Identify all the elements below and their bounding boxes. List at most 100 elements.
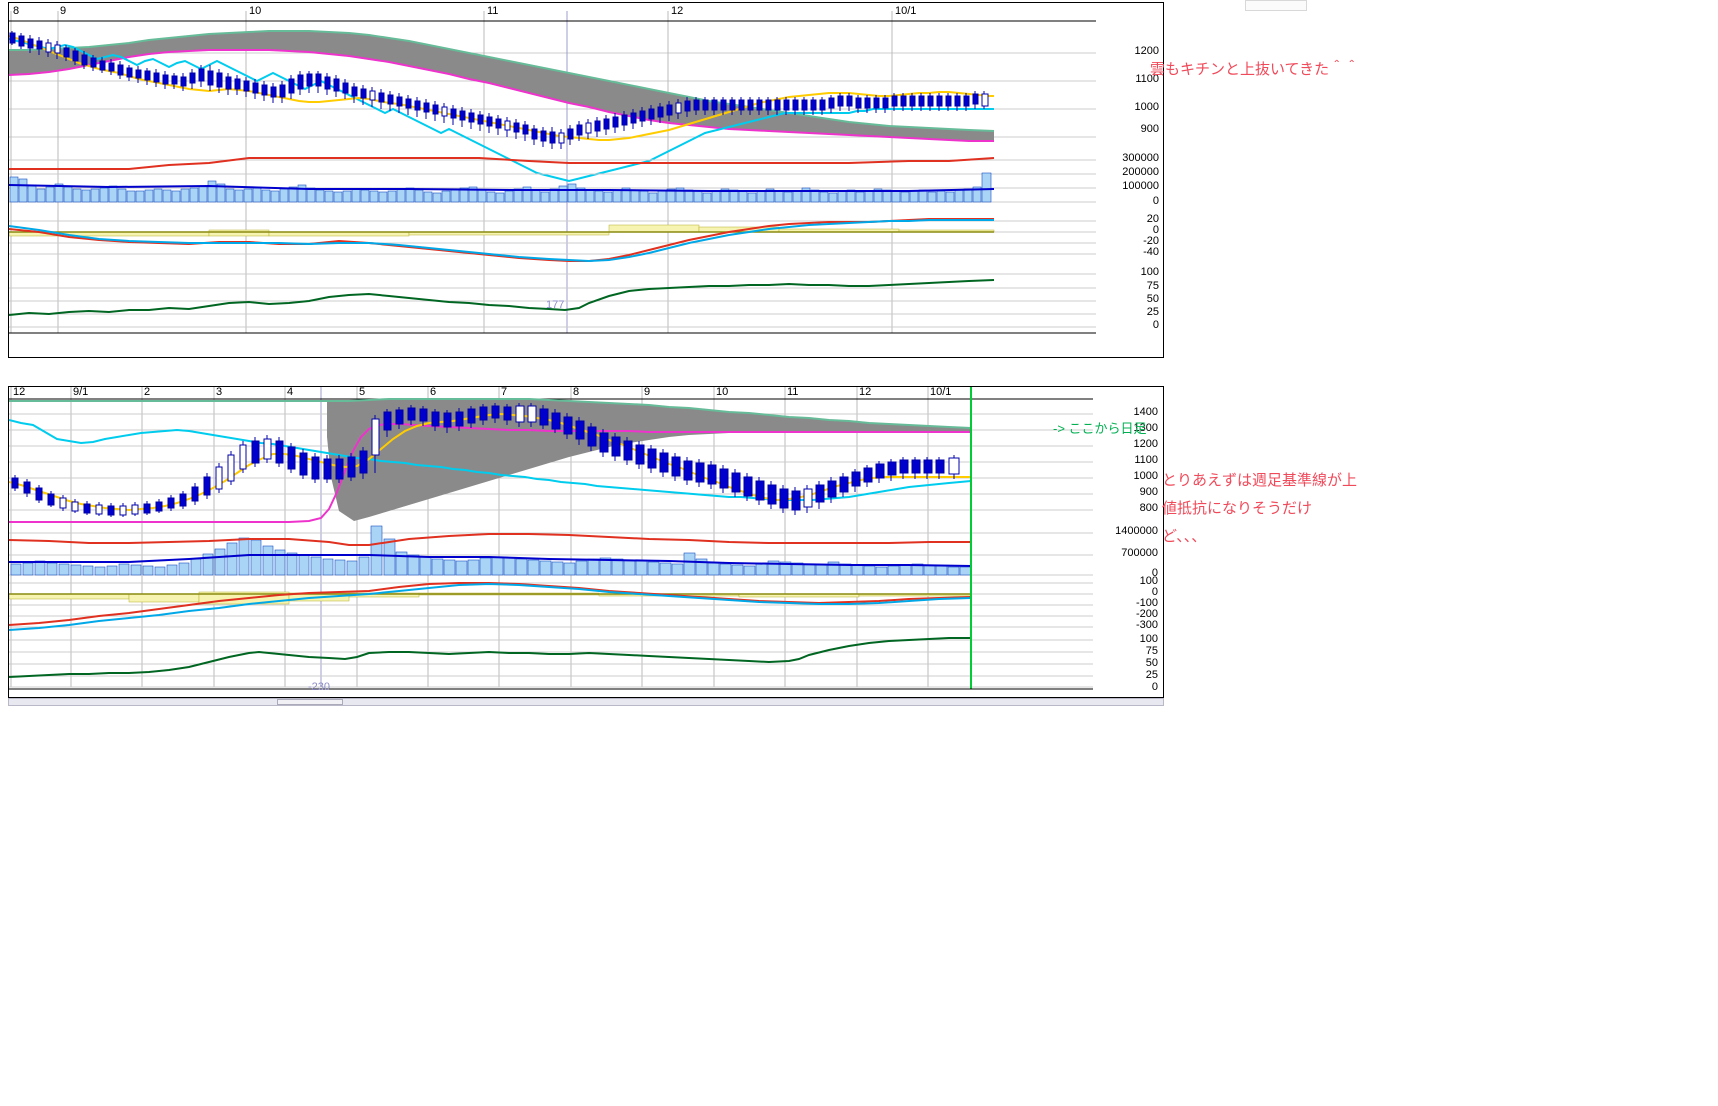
weekly-xlabel-1: 9/1 (73, 386, 89, 398)
daily-rsi-label-1: 75 (1146, 280, 1159, 292)
daily-macd-panel (9, 218, 1096, 263)
weekly-rsi-label-1: 75 (1145, 645, 1158, 657)
daily-volume-label-2: 100000 (1122, 180, 1159, 192)
weekly-volume-label-1: 700000 (1121, 547, 1158, 559)
weekly-rsi-label-4: 0 (1151, 681, 1158, 693)
weekly-rsi-line (9, 637, 971, 678)
weekly-candles (11, 403, 960, 517)
daily-plot-svg (9, 3, 1096, 357)
weekly-price-label-0: 1400 (1133, 406, 1158, 418)
weekly-macd-label-0: 100 (1139, 575, 1158, 587)
weekly-xlabel-0: 12 (13, 386, 26, 398)
daily-xlabel-3: 11 (487, 5, 499, 17)
weekly-tenkan-line (9, 412, 971, 512)
daily-plot-area[interactable] (9, 3, 1096, 357)
daily-senkou-b (9, 30, 995, 132)
weekly-macd-label-4: -300 (1135, 619, 1158, 631)
weekly-plot-area[interactable] (9, 387, 1093, 697)
daily-xlabel-0: 8 (13, 5, 20, 17)
weekly-rsi-panel (9, 637, 1093, 688)
daily-annotation: 雲もキチンと上抜いてきた＾＾ (1150, 61, 1360, 78)
weekly-rsi-label-2: 50 (1145, 657, 1158, 669)
weekly-x-axis: 12 9/1 2 3 4 5 6 7 8 9 10 11 12 10/1 (9, 387, 1093, 399)
weekly-volume-ma (9, 533, 971, 546)
weekly-senkou-a (9, 423, 971, 523)
weekly-volume-panel (9, 525, 1093, 576)
weekly-macd-label-3: -200 (1135, 608, 1158, 620)
weekly-volume-base (9, 554, 972, 567)
daily-price-label-2: 1000 (1134, 101, 1159, 113)
weekly-xlabel-10: 10 (716, 386, 729, 398)
weekly-rsi-label-0: 100 (1139, 633, 1158, 645)
weekly-value-tag: -230 (308, 681, 331, 693)
daily-macd-label-2: -20 (1143, 235, 1159, 247)
daily-xlabel-5: 10/1 (895, 5, 917, 17)
daily-volume-label-1: 200000 (1122, 166, 1159, 178)
daily-kijun-line (9, 38, 994, 183)
daily-macd-label-3: -40 (1143, 246, 1159, 258)
daily-right-axis: 1200 1100 1000 900 300000 200000 100000 … (1097, 2, 1163, 358)
weekly-xlabel-2: 2 (144, 386, 151, 398)
weekly-marker-label: -> ここから日足 (1053, 421, 1147, 436)
weekly-annotation-line-1: 値抵抗になりそうだけ (1162, 500, 1313, 517)
daily-candles (9, 31, 989, 149)
daily-xlabel-2: 10 (249, 5, 262, 17)
daily-rsi-label-3: 25 (1146, 306, 1159, 318)
weekly-xlabel-3: 3 (216, 386, 223, 398)
scrollbar-thumb[interactable] (277, 699, 343, 705)
weekly-xlabel-13: 10/1 (930, 386, 952, 398)
daily-price-label-0: 1200 (1134, 45, 1159, 57)
weekly-macd-label-1: 0 (1151, 586, 1158, 598)
daily-volume-ma (9, 157, 995, 170)
daily-rsi-label-0: 100 (1140, 266, 1159, 278)
weekly-price-label-5: 900 (1139, 486, 1158, 498)
weekly-rsi-label-3: 25 (1145, 669, 1158, 681)
weekly-annotation-line-2: ど、、、 (1162, 528, 1207, 545)
daily-senkou-a (9, 49, 994, 142)
weekly-chart-panel[interactable]: 1400 1300 1200 1100 1000 900 800 1400000… (8, 386, 1168, 706)
weekly-xlabel-8: 8 (573, 386, 580, 398)
weekly-plot-svg (9, 387, 1093, 697)
weekly-xlabel-9: 9 (644, 386, 651, 398)
daily-price-label-3: 900 (1140, 123, 1159, 135)
weekly-price-label-3: 1100 (1134, 454, 1158, 466)
weekly-macd-panel (9, 582, 1093, 631)
daily-rsi-line (9, 279, 995, 316)
daily-chart-panel[interactable]: 1200 1100 1000 900 300000 200000 100000 … (8, 2, 1168, 360)
daily-price-label-1: 1100 (1135, 73, 1159, 85)
weekly-xlabel-4: 4 (287, 386, 294, 398)
weekly-xlabel-5: 5 (359, 386, 366, 398)
daily-volume-label-3: 0 (1152, 195, 1159, 207)
daily-rsi-label-2: 50 (1146, 293, 1159, 305)
daily-xlabel-1: 9 (60, 5, 67, 17)
weekly-xlabel-12: 12 (859, 386, 872, 398)
weekly-xlabel-11: 11 (787, 386, 799, 398)
daily-volume-label-0: 300000 (1122, 152, 1159, 164)
weekly-horizontal-scrollbar[interactable] (8, 698, 1164, 706)
weekly-signal-line (9, 582, 972, 631)
weekly-price-label-1: 1300 (1133, 422, 1158, 434)
weekly-volume-label-2: 0 (1151, 567, 1158, 579)
weekly-annotation-line-0: とりあえずは週足基準線が上 (1162, 472, 1358, 489)
daily-signal-line (9, 219, 994, 263)
daily-macd-label-1: 0 (1152, 224, 1159, 236)
daily-volume-base (9, 184, 995, 192)
toolbar-box[interactable] (1245, 0, 1307, 11)
weekly-xlabel-6: 6 (430, 386, 437, 398)
weekly-right-axis: 1400 1300 1200 1100 1000 900 800 1400000… (1094, 386, 1162, 698)
daily-macd-label-0: 20 (1146, 213, 1159, 225)
weekly-price-label-4: 1000 (1133, 470, 1158, 482)
weekly-price-label-6: 800 (1139, 502, 1158, 514)
weekly-senkou-b (9, 398, 972, 429)
weekly-macd-label-2: -100 (1135, 597, 1158, 609)
daily-x-axis: 8 9 10 11 12 10/1 (9, 6, 1096, 20)
weekly-price-label-2: 1200 (1133, 438, 1158, 450)
daily-volume-panel (9, 157, 1096, 203)
daily-rsi-panel (9, 273, 1096, 328)
daily-rsi-label-4: 0 (1152, 319, 1159, 331)
daily-value-tag: 177 (546, 299, 565, 311)
weekly-xlabel-7: 7 (501, 386, 508, 398)
weekly-volume-label-0: 1400000 (1115, 525, 1158, 537)
daily-xlabel-4: 12 (671, 5, 684, 17)
